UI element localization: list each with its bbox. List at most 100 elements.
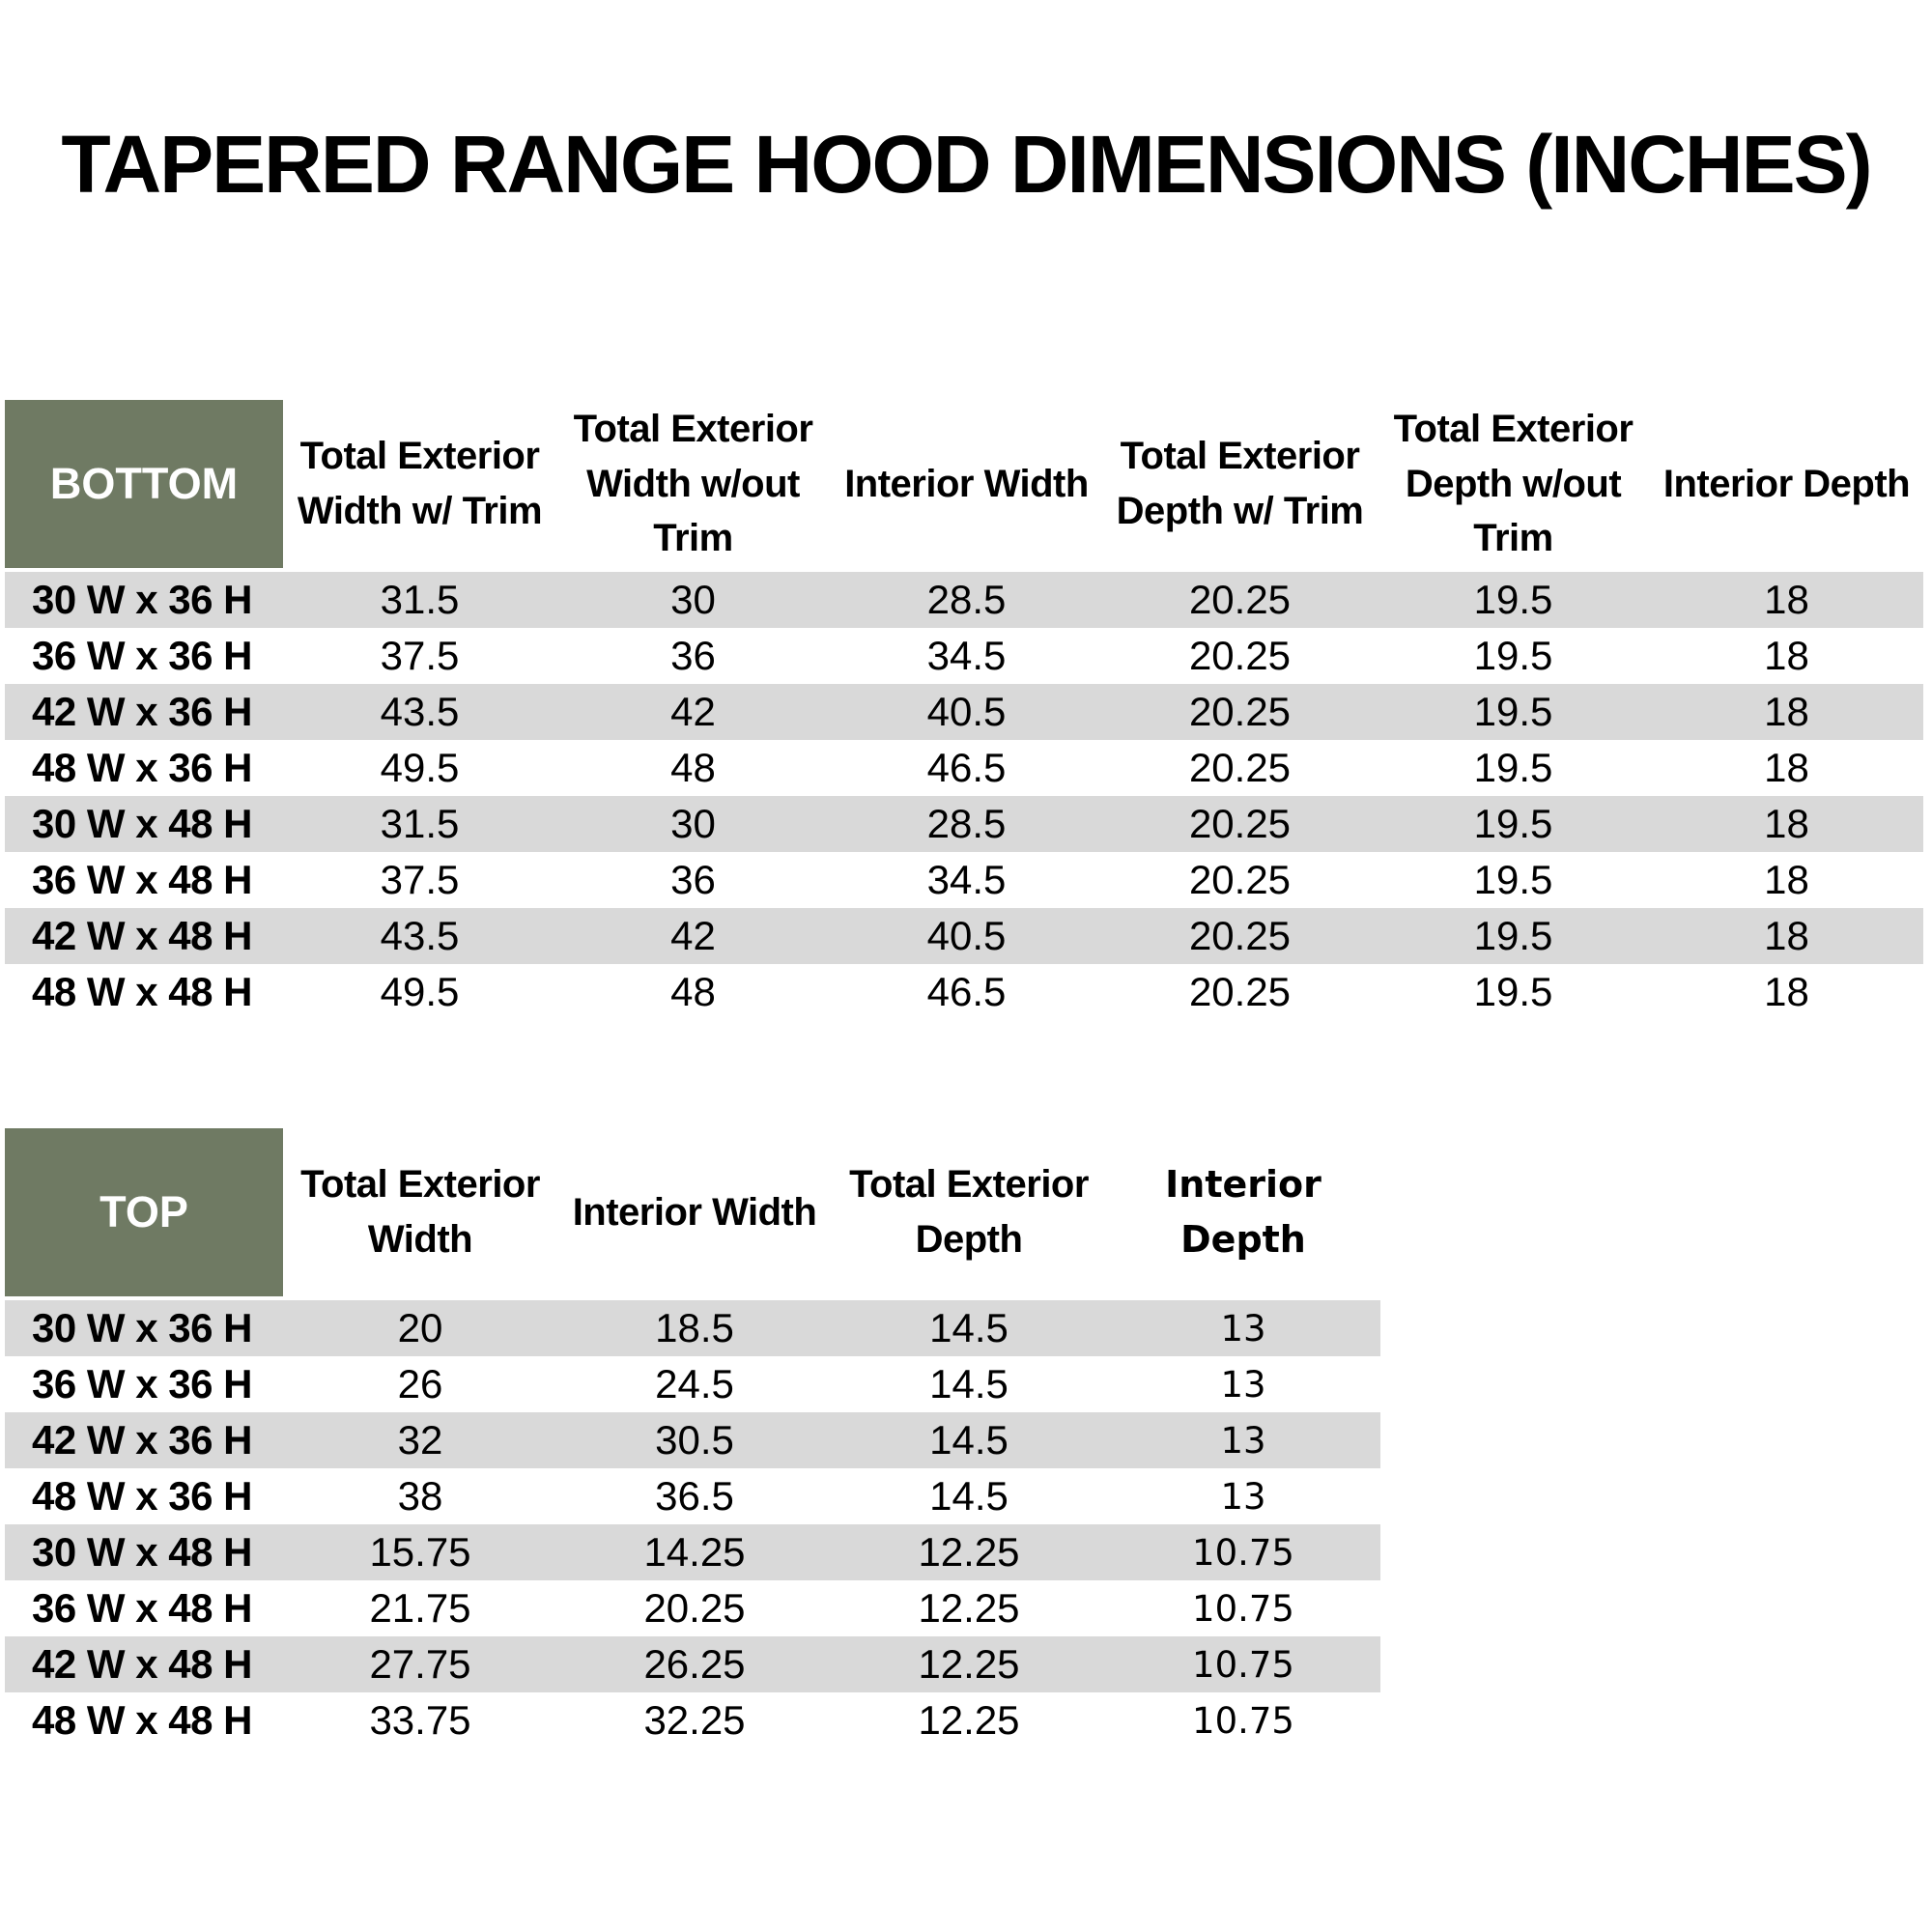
table-row: 42 W x 48 H 43.5 42 40.5 20.25 19.5 18	[5, 908, 1923, 964]
dimension-value: 26	[397, 1361, 443, 1406]
page-title: TAPERED RANGE HOOD DIMENSIONS (INCHES)	[61, 119, 1872, 210]
dimension-value: 20.25	[1188, 801, 1292, 846]
dimension-value: 10.75	[1192, 1643, 1294, 1686]
dimension-value: 28.5	[926, 801, 1007, 846]
dimension-value: 42	[670, 689, 716, 734]
row-size-label: 36 W x 48 H	[32, 1585, 252, 1631]
dimension-value: 13	[1220, 1475, 1266, 1518]
dimension-value: 32	[397, 1417, 443, 1463]
dimension-value: 48	[670, 969, 716, 1014]
dimension-value: 19.5	[1473, 633, 1553, 678]
column-header: Total Exterior Width w/out Trim	[573, 407, 813, 560]
bottom_table-corner-label: BOTTOM	[5, 400, 283, 568]
dimension-value: 24.5	[655, 1361, 734, 1406]
dimension-value: 14.5	[929, 1473, 1009, 1519]
dimension-value: 14.25	[643, 1529, 746, 1575]
table-row: 36 W x 48 H 37.5 36 34.5 20.25 19.5 18	[5, 852, 1923, 908]
dimension-value: 20.25	[1188, 745, 1292, 790]
column-header: Total Exterior Width	[300, 1163, 540, 1261]
dimension-value: 34.5	[926, 857, 1007, 902]
dimension-value: 21.75	[369, 1585, 471, 1631]
dimension-value: 13	[1220, 1419, 1266, 1462]
row-size-label: 48 W x 48 H	[32, 969, 252, 1014]
dimension-value: 40.5	[926, 913, 1007, 958]
dimension-value: 26.25	[643, 1641, 746, 1687]
dimension-value: 40.5	[926, 689, 1007, 734]
dimension-value: 43.5	[380, 689, 460, 734]
table-row: 30 W x 36 H 31.5 30 28.5 20.25 19.5 18	[5, 572, 1923, 628]
dimension-value: 34.5	[926, 633, 1007, 678]
top-dimensions-table: TOP Total Exterior Width Interior Width Tot…	[5, 1128, 1380, 1748]
dimension-value: 18	[1764, 857, 1809, 902]
bottom_table-header-row: BOTTOM Total Exterior Width w/ Trim Total …	[5, 400, 1923, 568]
column-header: Interior Width	[572, 1190, 817, 1234]
dimension-value: 12.25	[918, 1585, 1020, 1631]
row-size-label: 30 W x 36 H	[32, 577, 252, 622]
table-row: 42 W x 48 H 27.75 26.25 12.25 10.75	[5, 1636, 1380, 1692]
dimension-value: 10.75	[1192, 1531, 1294, 1574]
column-header: Interior Depth	[1662, 462, 1911, 505]
dimension-value: 36	[670, 633, 716, 678]
column-header: Interior Depth	[1165, 1163, 1321, 1261]
dimension-value: 15.75	[369, 1529, 471, 1575]
row-size-label: 42 W x 48 H	[32, 1641, 252, 1687]
dimension-value: 13	[1220, 1307, 1266, 1350]
dimension-value: 33.75	[369, 1697, 471, 1743]
dimension-value: 20.25	[1188, 857, 1292, 902]
dimension-value: 32.25	[643, 1697, 746, 1743]
dimension-value: 20.25	[1188, 913, 1292, 958]
dimension-value: 19.5	[1473, 913, 1553, 958]
dimension-value: 31.5	[380, 577, 460, 622]
dimension-value: 18	[1764, 689, 1809, 734]
dimension-value: 19.5	[1473, 857, 1553, 902]
dimension-value: 28.5	[926, 577, 1007, 622]
dimension-value: 20.25	[1188, 969, 1292, 1014]
dimension-value: 18	[1764, 633, 1809, 678]
dimension-value: 37.5	[380, 633, 460, 678]
dimension-value: 18	[1764, 745, 1809, 790]
table-row: 30 W x 48 H 31.5 30 28.5 20.25 19.5 18	[5, 796, 1923, 852]
row-size-label: 30 W x 36 H	[32, 1305, 252, 1350]
table-row: 48 W x 36 H 38 36.5 14.5 13	[5, 1468, 1380, 1524]
row-size-label: 48 W x 36 H	[32, 1473, 252, 1519]
table-row: 42 W x 36 H 32 30.5 14.5 13	[5, 1412, 1380, 1468]
table-row: 30 W x 48 H 15.75 14.25 12.25 10.75	[5, 1524, 1380, 1580]
dimension-value: 38	[397, 1473, 443, 1519]
dimension-value: 18	[1764, 577, 1809, 622]
dimension-value: 12.25	[918, 1697, 1020, 1743]
table-row: 48 W x 48 H 33.75 32.25 12.25 10.75	[5, 1692, 1380, 1748]
table-row: 48 W x 36 H 49.5 48 46.5 20.25 19.5 18	[5, 740, 1923, 796]
dimension-value: 43.5	[380, 913, 460, 958]
dimension-value: 19.5	[1473, 689, 1553, 734]
dimension-value: 20.25	[1188, 633, 1292, 678]
row-size-label: 30 W x 48 H	[32, 1529, 252, 1575]
dimension-value: 48	[670, 745, 716, 790]
row-size-label: 30 W x 48 H	[32, 801, 252, 846]
dimension-value: 19.5	[1473, 577, 1553, 622]
row-size-label: 36 W x 36 H	[32, 633, 252, 678]
row-size-label: 42 W x 36 H	[32, 1417, 252, 1463]
column-header: Total Exterior Depth	[849, 1163, 1089, 1261]
dimension-value: 30	[670, 577, 716, 622]
table-row: 30 W x 36 H 20 18.5 14.5 13	[5, 1300, 1380, 1356]
row-size-label: 48 W x 48 H	[32, 1697, 252, 1743]
dimension-value: 36.5	[655, 1473, 734, 1519]
table-row: 48 W x 48 H 49.5 48 46.5 20.25 19.5 18	[5, 964, 1923, 1020]
dimension-value: 37.5	[380, 857, 460, 902]
top_table-header-row: TOP Total Exterior Width Interior Width Tot…	[5, 1128, 1380, 1296]
dimension-value: 18	[1764, 913, 1809, 958]
row-size-label: 36 W x 36 H	[32, 1361, 252, 1406]
dimension-value: 18.5	[655, 1305, 734, 1350]
dimension-value: 20.25	[643, 1585, 746, 1631]
top_table-corner-label: TOP	[5, 1128, 283, 1296]
row-size-label: 48 W x 36 H	[32, 745, 252, 790]
dimension-value: 19.5	[1473, 745, 1553, 790]
column-header: Total Exterior Depth w/ Trim	[1116, 435, 1364, 532]
dimension-value: 18	[1764, 801, 1809, 846]
dimension-value: 18	[1764, 969, 1809, 1014]
dimension-value: 14.5	[929, 1417, 1009, 1463]
dimension-value: 30.5	[655, 1417, 734, 1463]
dimension-value: 14.5	[929, 1305, 1009, 1350]
dimension-value: 31.5	[380, 801, 460, 846]
dimension-value: 46.5	[926, 969, 1007, 1014]
